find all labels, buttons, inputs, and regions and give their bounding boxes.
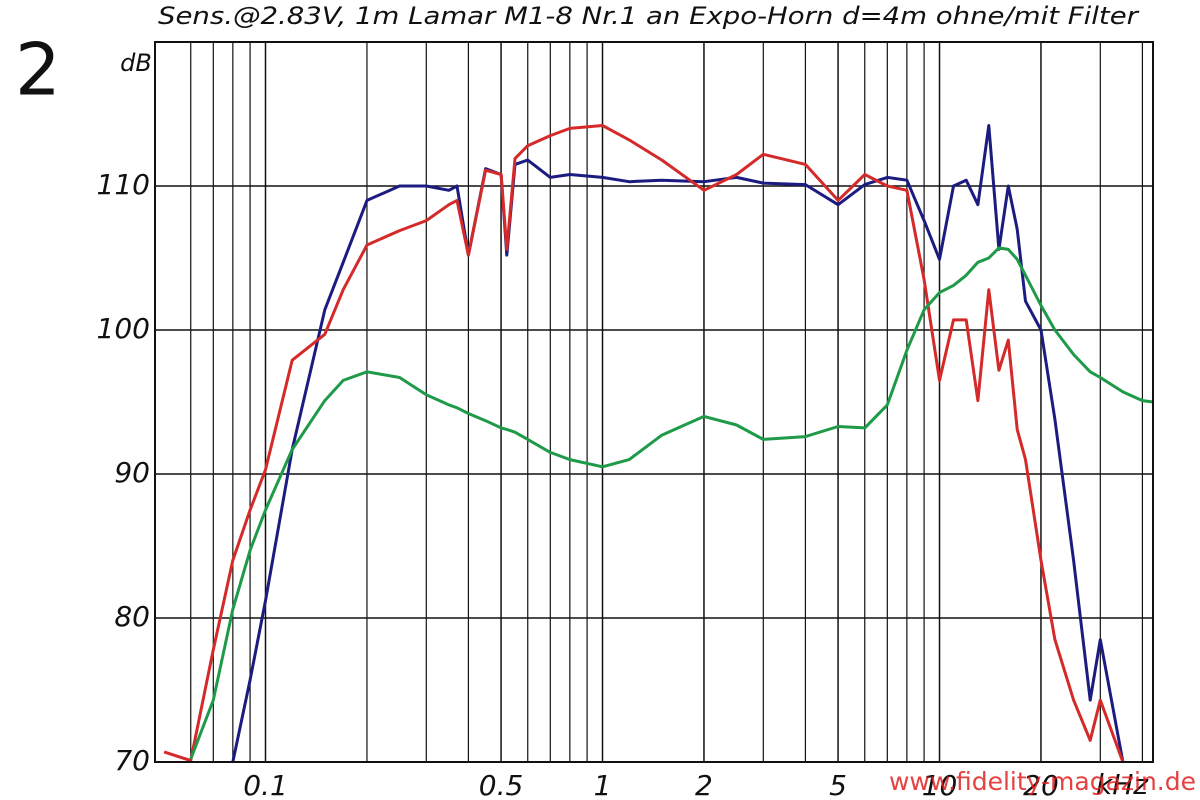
x-tick-label: 5 xyxy=(829,769,847,800)
x-tick-label: 20 xyxy=(1023,769,1059,800)
figure-label: 2 xyxy=(15,28,61,112)
series-line xyxy=(231,124,1125,762)
y-tick-label: 110 xyxy=(97,168,150,201)
y-axis-label: dB xyxy=(120,49,152,77)
x-tick-label: 0.5 xyxy=(479,769,524,800)
x-tick-label: 10 xyxy=(922,769,958,800)
y-tick-label: 80 xyxy=(114,600,150,633)
watermark: www.fidelity-magazin.de xyxy=(889,767,1196,796)
x-tick-label: 1 xyxy=(594,769,612,800)
y-tick-label: 90 xyxy=(114,456,150,489)
lines xyxy=(163,124,1153,762)
series-line xyxy=(189,246,1153,760)
y-tick-label: 100 xyxy=(97,312,150,345)
grid xyxy=(155,42,1153,763)
tick-labels: 70 80 90 100 110 0.1 0.5 1 2 5 10 20 xyxy=(97,168,1059,800)
x-tick-label: 0.1 xyxy=(243,769,288,800)
x-tick-label: 2 xyxy=(695,769,713,800)
plot-frame xyxy=(154,41,1154,763)
x-axis-label: kHz xyxy=(1096,768,1149,800)
series-line xyxy=(163,124,1125,762)
y-tick-label: 70 xyxy=(114,744,150,777)
chart-title: Sens.@2.83V, 1m Lamar M1-8 Nr.1 an Expo-… xyxy=(158,2,1140,30)
